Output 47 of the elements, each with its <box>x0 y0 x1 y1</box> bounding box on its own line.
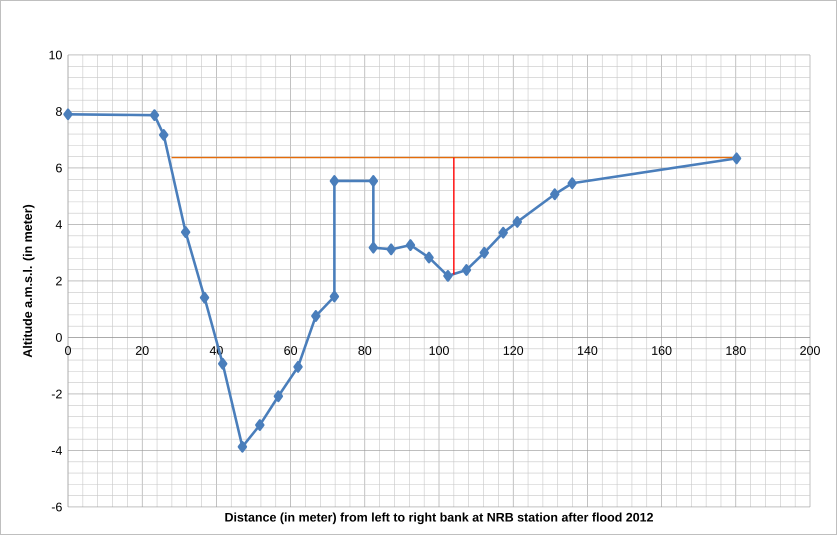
x-tick-label: 20 <box>136 346 149 355</box>
point <box>330 175 340 187</box>
x-tick-label: 60 <box>284 346 298 355</box>
y-tick-label: -2 <box>52 390 62 398</box>
x-tick-label: 120 <box>504 346 524 355</box>
point <box>63 108 73 120</box>
point <box>512 216 522 228</box>
x-tick-label: 0 <box>65 346 71 355</box>
point <box>406 239 416 251</box>
x-tick-label: 180 <box>726 346 746 355</box>
point <box>274 390 284 402</box>
x-tick-label: 80 <box>358 346 372 355</box>
x-tick-label: 200 <box>800 346 820 355</box>
x-axis-title: Distance (in meter) from left to right bank at NRB station after flood 2012 <box>225 512 653 524</box>
x-tick-label: 160 <box>652 346 672 355</box>
y-tick-label: 10 <box>49 50 62 60</box>
point <box>462 264 472 276</box>
point <box>180 226 190 238</box>
point <box>443 270 453 282</box>
point <box>732 152 742 164</box>
point <box>386 243 396 256</box>
x-tick-label: 100 <box>430 346 449 355</box>
y-tick-label: 0 <box>56 333 62 342</box>
y-tick-label: 2 <box>56 276 62 286</box>
y-tick-label: -4 <box>52 446 62 455</box>
point <box>293 360 303 373</box>
point <box>200 292 210 304</box>
point <box>218 358 228 370</box>
y-tick-label: 8 <box>56 107 62 116</box>
y-tick-label: 4 <box>56 220 62 229</box>
point <box>311 310 321 322</box>
point <box>255 419 265 431</box>
point <box>150 109 160 122</box>
point <box>550 188 560 200</box>
point <box>368 175 378 187</box>
point <box>424 252 434 264</box>
point <box>238 440 248 453</box>
point <box>498 226 508 239</box>
x-tick-label: 140 <box>578 346 598 355</box>
point <box>567 177 577 190</box>
point <box>480 246 489 259</box>
point <box>330 290 340 302</box>
point <box>368 242 378 254</box>
y-tick-label: -6 <box>52 502 62 512</box>
point <box>158 129 168 141</box>
y-axis-title: Altitude a.m.s.l. (in meter) <box>22 204 34 358</box>
y-tick-label: 6 <box>56 164 62 172</box>
